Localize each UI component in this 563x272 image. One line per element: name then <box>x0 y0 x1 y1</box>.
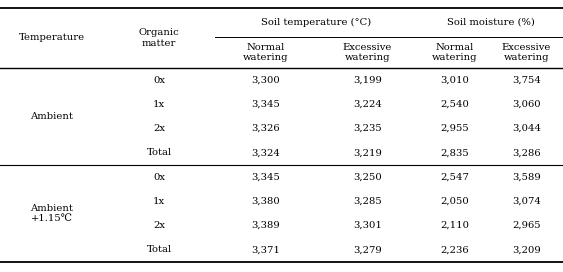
Text: Normal
watering: Normal watering <box>432 43 477 62</box>
Text: 2,955: 2,955 <box>440 124 469 133</box>
Text: 3,250: 3,250 <box>353 173 382 182</box>
Text: 2,540: 2,540 <box>440 100 469 109</box>
Text: 1x: 1x <box>153 197 165 206</box>
Text: 2,050: 2,050 <box>440 197 469 206</box>
Text: 3,219: 3,219 <box>353 148 382 157</box>
Text: Excessive
watering: Excessive watering <box>502 43 551 62</box>
Text: 3,326: 3,326 <box>251 124 280 133</box>
Text: 0x: 0x <box>153 173 165 182</box>
Text: 1x: 1x <box>153 100 165 109</box>
Text: 3,235: 3,235 <box>353 124 382 133</box>
Text: Normal
watering: Normal watering <box>243 43 288 62</box>
Text: Organic
matter: Organic matter <box>138 28 180 48</box>
Text: Excessive
watering: Excessive watering <box>343 43 392 62</box>
Text: 3,300: 3,300 <box>251 76 280 85</box>
Text: 2x: 2x <box>153 124 165 133</box>
Text: Total: Total <box>146 148 172 157</box>
Text: 3,199: 3,199 <box>353 76 382 85</box>
Text: Temperature: Temperature <box>19 33 84 42</box>
Text: 2,236: 2,236 <box>440 245 469 254</box>
Text: Ambient
+1.15℃: Ambient +1.15℃ <box>30 204 73 223</box>
Text: 3,754: 3,754 <box>512 76 541 85</box>
Text: 3,589: 3,589 <box>512 173 541 182</box>
Text: 2,835: 2,835 <box>440 148 469 157</box>
Text: Soil moisture (%): Soil moisture (%) <box>446 18 534 27</box>
Text: 3,380: 3,380 <box>251 197 280 206</box>
Text: 3,074: 3,074 <box>512 197 541 206</box>
Text: 3,209: 3,209 <box>512 245 541 254</box>
Text: Total: Total <box>146 245 172 254</box>
Text: 3,345: 3,345 <box>251 173 280 182</box>
Text: 3,010: 3,010 <box>440 76 469 85</box>
Text: 2x: 2x <box>153 221 165 230</box>
Text: 3,324: 3,324 <box>251 148 280 157</box>
Text: 0x: 0x <box>153 76 165 85</box>
Text: 2,110: 2,110 <box>440 221 469 230</box>
Text: 3,285: 3,285 <box>353 197 382 206</box>
Text: 3,389: 3,389 <box>251 221 280 230</box>
Text: 2,965: 2,965 <box>512 221 541 230</box>
Text: Ambient: Ambient <box>30 112 73 121</box>
Text: 3,279: 3,279 <box>353 245 382 254</box>
Text: 3,060: 3,060 <box>512 100 541 109</box>
Text: 3,286: 3,286 <box>512 148 541 157</box>
Text: 3,345: 3,345 <box>251 100 280 109</box>
Text: 3,301: 3,301 <box>353 221 382 230</box>
Text: Soil temperature (°C): Soil temperature (°C) <box>261 18 372 27</box>
Text: 3,371: 3,371 <box>251 245 280 254</box>
Text: 3,224: 3,224 <box>353 100 382 109</box>
Text: 3,044: 3,044 <box>512 124 541 133</box>
Text: 2,547: 2,547 <box>440 173 469 182</box>
